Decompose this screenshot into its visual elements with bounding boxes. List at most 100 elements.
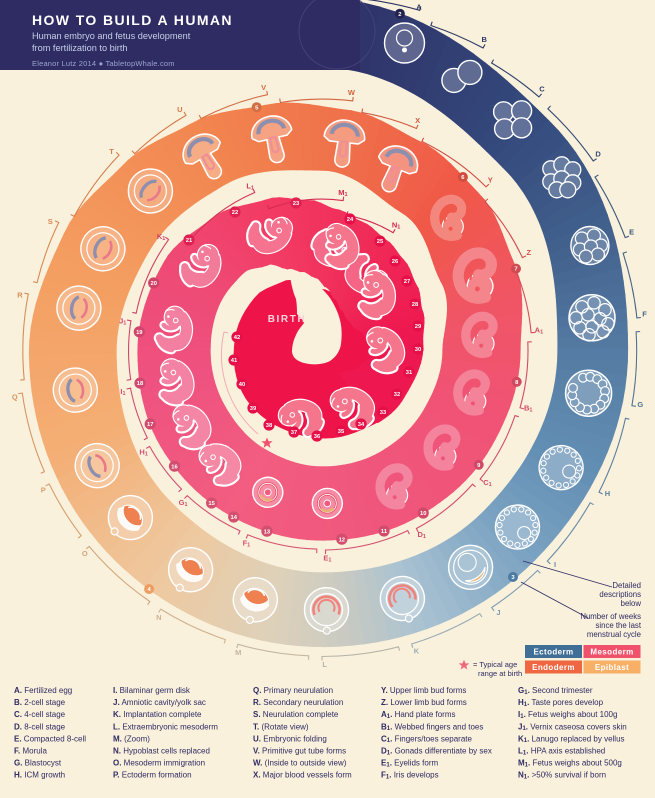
- svg-text:23: 23: [293, 201, 300, 207]
- svg-text:J: J: [496, 608, 500, 617]
- svg-text:C. 4-cell stage: C. 4-cell stage: [14, 710, 66, 719]
- svg-text:X: X: [415, 116, 420, 125]
- svg-text:F. Morula: F. Morula: [14, 747, 47, 756]
- svg-text:35: 35: [338, 429, 345, 435]
- svg-text:M1: M1: [338, 188, 347, 198]
- svg-text:I1: I1: [120, 387, 125, 397]
- svg-text:H1: H1: [139, 447, 147, 457]
- svg-text:BIRTH: BIRTH: [268, 314, 307, 325]
- svg-text:27: 27: [404, 279, 410, 285]
- svg-text:F1: F1: [243, 538, 251, 548]
- svg-text:Mesoderm: Mesoderm: [590, 648, 633, 657]
- svg-text:E: E: [629, 228, 634, 237]
- svg-text:13: 13: [264, 529, 271, 535]
- svg-text:19: 19: [136, 330, 143, 336]
- svg-text:Y: Y: [488, 175, 493, 184]
- svg-text:I: I: [554, 560, 556, 569]
- svg-text:X. Major blood vessels form: X. Major blood vessels form: [253, 771, 352, 780]
- svg-text:U: U: [177, 105, 182, 114]
- svg-text:21: 21: [186, 238, 193, 244]
- svg-text:O. Mesoderm immigration: O. Mesoderm immigration: [113, 759, 205, 768]
- svg-text:K1: K1: [157, 232, 165, 242]
- svg-text:36: 36: [314, 434, 321, 440]
- svg-text:N1. >50% survival if born: N1. >50% survival if born: [518, 771, 606, 781]
- svg-text:G: G: [637, 400, 643, 409]
- svg-text:29: 29: [415, 324, 422, 330]
- svg-text:N1: N1: [392, 221, 400, 231]
- svg-text:E. Compacted 8-cell: E. Compacted 8-cell: [14, 734, 86, 743]
- svg-text:K: K: [414, 646, 420, 655]
- svg-text:42: 42: [234, 335, 240, 341]
- svg-text:since the last: since the last: [595, 621, 641, 630]
- svg-text:Number of weeks: Number of weeks: [580, 612, 641, 621]
- svg-text:25: 25: [377, 239, 384, 245]
- svg-text:12: 12: [339, 537, 345, 543]
- svg-text:Q. Primary neurulation: Q. Primary neurulation: [253, 686, 333, 695]
- svg-text:L1: L1: [246, 181, 254, 191]
- svg-text:15: 15: [208, 501, 215, 507]
- svg-text:33: 33: [380, 410, 387, 416]
- svg-text:28: 28: [412, 302, 419, 308]
- svg-text:G1. Second trimester: G1. Second trimester: [518, 686, 593, 696]
- svg-text:J. Amniotic cavity/yolk sac: J. Amniotic cavity/yolk sac: [113, 698, 206, 707]
- svg-text:R. Secondary neurulation: R. Secondary neurulation: [253, 698, 343, 707]
- svg-text:L1. HPA axis established: L1. HPA axis established: [518, 747, 605, 757]
- svg-text:38: 38: [266, 423, 273, 429]
- svg-text:14: 14: [230, 515, 237, 521]
- svg-text:I1. Fetus weighs about 100g: I1. Fetus weighs about 100g: [518, 710, 617, 720]
- svg-text:39: 39: [250, 406, 257, 412]
- svg-text:F: F: [642, 310, 647, 319]
- svg-text:Human embryo and fetus develop: Human embryo and fetus development: [32, 31, 191, 41]
- svg-text:T: T: [109, 147, 114, 156]
- svg-text:7: 7: [514, 267, 517, 273]
- svg-text:Z: Z: [527, 248, 532, 257]
- svg-text:menstrual cycle: menstrual cycle: [587, 630, 641, 639]
- svg-text:= Typical age: = Typical age: [473, 660, 517, 669]
- svg-text:11: 11: [381, 529, 388, 535]
- svg-text:D1. Gonads differentiate by se: D1. Gonads differentiate by sex: [381, 747, 492, 757]
- svg-text:10: 10: [420, 511, 426, 517]
- svg-text:U. Embryonic folding: U. Embryonic folding: [253, 734, 327, 743]
- svg-text:O: O: [82, 549, 88, 558]
- svg-text:4: 4: [147, 587, 151, 593]
- svg-text:31: 31: [406, 370, 413, 376]
- svg-text:24: 24: [347, 217, 354, 223]
- svg-text:C1. Fingers/toes separate: C1. Fingers/toes separate: [381, 734, 473, 744]
- svg-text:S. Neurulation complete: S. Neurulation complete: [253, 710, 339, 719]
- svg-text:Z. Lower limb bud forms: Z. Lower limb bud forms: [381, 698, 467, 707]
- svg-text:A1. Hand plate forms: A1. Hand plate forms: [381, 710, 456, 720]
- svg-text:A1: A1: [535, 326, 543, 336]
- svg-text:Ectoderm: Ectoderm: [533, 648, 573, 657]
- svg-text:9: 9: [477, 463, 481, 469]
- svg-text:M. (Zoom): M. (Zoom): [113, 734, 150, 743]
- svg-text:30: 30: [415, 347, 421, 353]
- svg-text:B: B: [481, 35, 487, 44]
- svg-text:L: L: [322, 660, 327, 669]
- svg-text:37: 37: [291, 430, 297, 436]
- svg-text:from fertilization to birth: from fertilization to birth: [32, 43, 127, 53]
- svg-text:32: 32: [394, 392, 400, 398]
- svg-text:B1: B1: [524, 404, 532, 414]
- svg-text:V. Primitive gut tube forms: V. Primitive gut tube forms: [253, 747, 346, 756]
- svg-text:D. 8-cell stage: D. 8-cell stage: [14, 722, 66, 731]
- svg-text:N: N: [156, 613, 161, 622]
- svg-text:Y. Upper limb bud forms: Y. Upper limb bud forms: [381, 686, 466, 695]
- svg-text:A. Fertilized egg: A. Fertilized egg: [14, 686, 72, 695]
- svg-text:C: C: [539, 84, 545, 93]
- svg-text:B. 2-cell stage: B. 2-cell stage: [14, 698, 66, 707]
- svg-text:H1. Taste pores develop: H1. Taste pores develop: [518, 698, 604, 708]
- svg-text:I. Bilaminar germ disk: I. Bilaminar germ disk: [113, 686, 191, 695]
- svg-text:22: 22: [232, 210, 238, 216]
- svg-text:8: 8: [515, 380, 519, 386]
- svg-text:H. ICM growth: H. ICM growth: [14, 771, 65, 780]
- svg-text:D1: D1: [417, 530, 425, 540]
- svg-text:T. (Rotate view): T. (Rotate view): [253, 722, 309, 731]
- svg-text:descriptions: descriptions: [599, 590, 641, 599]
- svg-text:34: 34: [358, 422, 365, 428]
- svg-text:H: H: [605, 489, 610, 498]
- svg-text:5: 5: [255, 105, 259, 111]
- svg-text:Endoderm: Endoderm: [532, 663, 575, 672]
- svg-text:41: 41: [231, 358, 238, 364]
- svg-text:K. Implantation complete: K. Implantation complete: [113, 710, 202, 719]
- svg-text:16: 16: [171, 464, 178, 470]
